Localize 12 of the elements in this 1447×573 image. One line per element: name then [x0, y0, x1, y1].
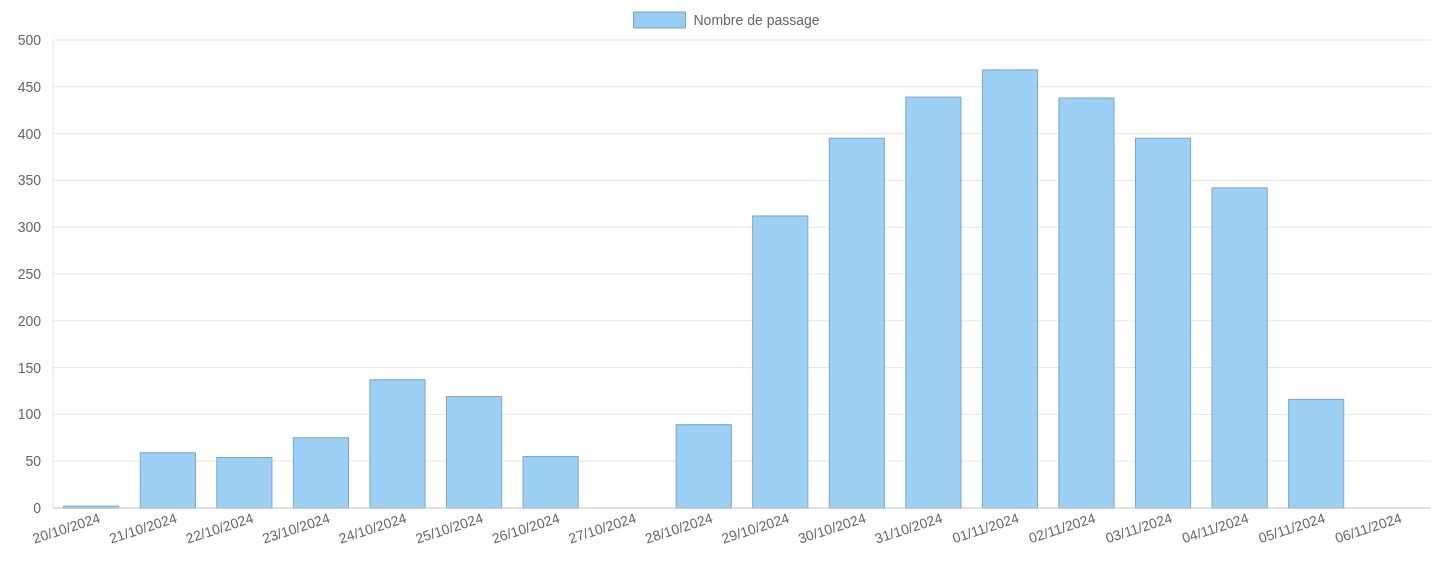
y-tick-label: 200: [17, 312, 42, 329]
y-tick-label: 450: [17, 78, 42, 95]
y-tick-label: 100: [17, 406, 42, 423]
y-tick-label: 250: [17, 265, 42, 282]
y-tick-label: 500: [17, 31, 42, 48]
y-tick-label: 300: [17, 219, 42, 236]
y-tick-label: 350: [17, 172, 42, 189]
y-tick-label: 150: [17, 359, 42, 376]
y-tick-label: 400: [17, 125, 42, 142]
y-tick-label: 50: [25, 453, 42, 470]
legend-label: Nombre de passage: [693, 12, 820, 28]
y-tick-label: 0: [33, 499, 42, 516]
